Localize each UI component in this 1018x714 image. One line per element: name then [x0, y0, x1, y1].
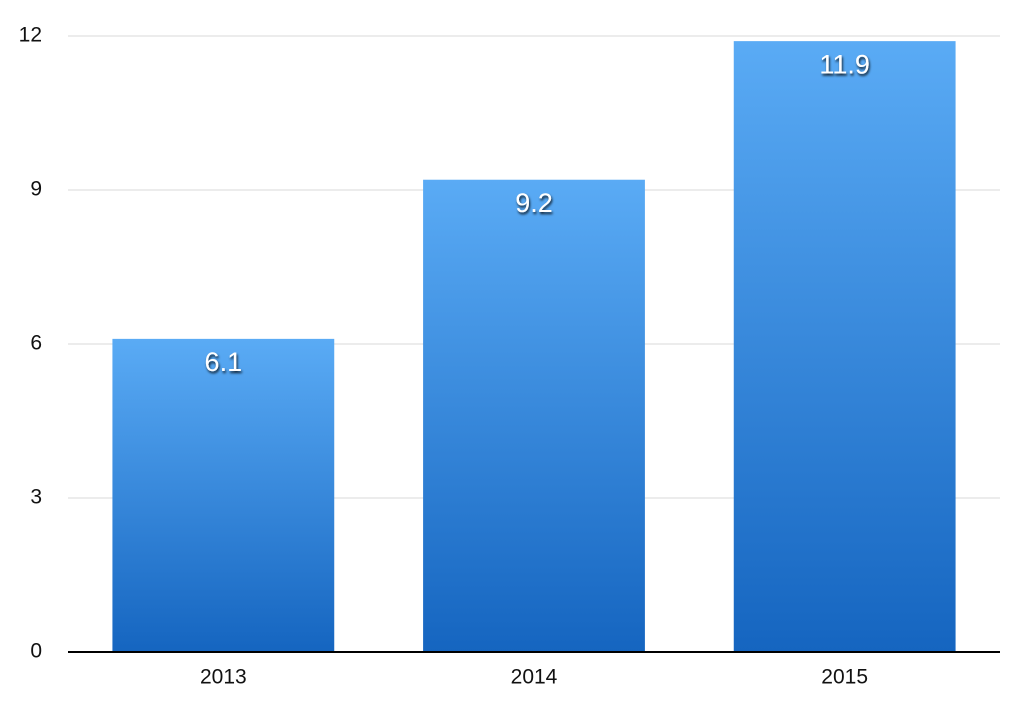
y-tick-label: 3: [30, 486, 42, 509]
bar: [423, 179, 645, 652]
y-tick-label: 6: [30, 332, 42, 355]
y-tick-label: 12: [19, 24, 42, 47]
value-label: 6.1: [205, 347, 243, 377]
y-tick-label: 9: [30, 178, 42, 201]
value-label: 11.9: [819, 49, 870, 79]
x-tick-label: 2014: [511, 666, 558, 689]
value-label: 9.2: [515, 188, 553, 218]
x-tick-label: 2015: [821, 666, 868, 689]
x-tick-label: 2013: [200, 666, 247, 689]
bar: [112, 338, 335, 652]
y-tick-label: 0: [30, 640, 42, 663]
bar: [733, 41, 956, 652]
